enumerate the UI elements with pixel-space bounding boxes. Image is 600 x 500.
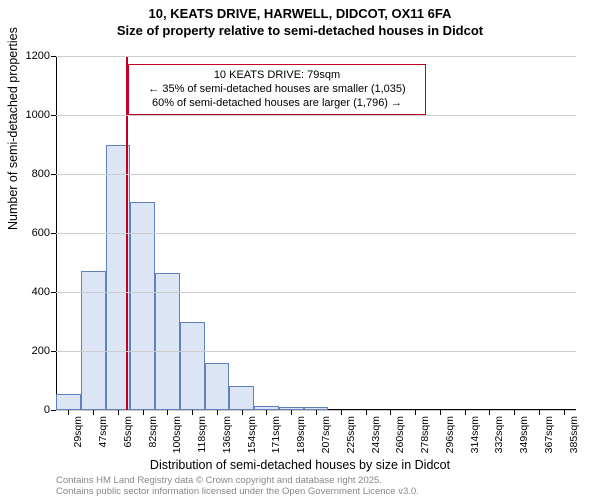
y-tick-label: 1000: [26, 109, 50, 121]
x-tick-mark: [68, 410, 69, 415]
x-tick-mark: [514, 410, 515, 415]
attribution-line2: Contains public sector information licen…: [56, 487, 419, 498]
x-tick-label: 332sqm: [493, 416, 505, 453]
y-tick-mark: [51, 174, 56, 175]
x-tick-mark: [118, 410, 119, 415]
annotation-line1: 10 KEATS DRIVE: 79sqm: [137, 69, 417, 83]
annotation-line2: ← 35% of semi-detached houses are smalle…: [137, 83, 417, 97]
x-tick-label: 171sqm: [270, 416, 282, 453]
x-tick-label: 207sqm: [320, 416, 332, 453]
x-tick-label: 154sqm: [246, 416, 258, 453]
y-tick-label: 400: [32, 286, 50, 298]
x-tick-mark: [217, 410, 218, 415]
y-tick-label: 200: [32, 345, 50, 357]
x-tick-label: 136sqm: [221, 416, 233, 453]
y-tick-mark: [51, 410, 56, 411]
x-tick-label: 47sqm: [97, 416, 109, 448]
plot-area: 10 KEATS DRIVE: 79sqm ← 35% of semi-deta…: [56, 56, 576, 410]
x-tick-label: 29sqm: [72, 416, 84, 448]
gridline: [56, 174, 576, 175]
histogram-bar: [155, 273, 180, 410]
gridline: [56, 292, 576, 293]
x-tick-label: 385sqm: [568, 416, 580, 453]
gridline: [56, 56, 576, 57]
x-tick-mark: [192, 410, 193, 415]
histogram-bar: [229, 386, 254, 410]
x-tick-mark: [266, 410, 267, 415]
gridline: [56, 233, 576, 234]
annotation-box: 10 KEATS DRIVE: 79sqm ← 35% of semi-deta…: [128, 64, 426, 115]
chart-title-line1: 10, KEATS DRIVE, HARWELL, DIDCOT, OX11 6…: [0, 6, 600, 23]
x-tick-label: 296sqm: [444, 416, 456, 453]
y-tick-mark: [51, 56, 56, 57]
x-tick-label: 260sqm: [394, 416, 406, 453]
x-tick-label: 367sqm: [543, 416, 555, 453]
y-axis-title: Number of semi-detached properties: [6, 27, 20, 230]
x-tick-label: 118sqm: [196, 416, 208, 453]
x-tick-mark: [366, 410, 367, 415]
x-tick-label: 100sqm: [171, 416, 183, 453]
y-tick-mark: [51, 292, 56, 293]
x-tick-mark: [539, 410, 540, 415]
x-tick-mark: [143, 410, 144, 415]
gridline: [56, 115, 576, 116]
y-tick-mark: [51, 351, 56, 352]
x-tick-label: 243sqm: [370, 416, 382, 453]
x-tick-mark: [415, 410, 416, 415]
x-axis-title: Distribution of semi-detached houses by …: [0, 458, 600, 472]
x-tick-label: 65sqm: [122, 416, 134, 448]
x-tick-mark: [390, 410, 391, 415]
x-tick-label: 82sqm: [147, 416, 159, 448]
x-tick-mark: [489, 410, 490, 415]
x-tick-label: 314sqm: [469, 416, 481, 453]
x-tick-label: 189sqm: [295, 416, 307, 453]
x-tick-mark: [291, 410, 292, 415]
x-tick-mark: [242, 410, 243, 415]
histogram-bar: [56, 394, 81, 410]
y-tick-label: 800: [32, 168, 50, 180]
x-tick-mark: [564, 410, 565, 415]
x-tick-mark: [316, 410, 317, 415]
gridline: [56, 351, 576, 352]
x-tick-mark: [465, 410, 466, 415]
x-tick-mark: [341, 410, 342, 415]
attribution-block: Contains HM Land Registry data © Crown c…: [56, 476, 419, 498]
x-tick-label: 225sqm: [345, 416, 357, 453]
y-tick-label: 600: [32, 227, 50, 239]
x-tick-label: 349sqm: [518, 416, 530, 453]
y-tick-label: 1200: [26, 50, 50, 62]
y-tick-mark: [51, 233, 56, 234]
annotation-line3: 60% of semi-detached houses are larger (…: [137, 97, 417, 111]
x-tick-mark: [167, 410, 168, 415]
chart-subtitle: Size of property relative to semi-detach…: [0, 23, 600, 40]
x-tick-mark: [440, 410, 441, 415]
x-tick-label: 278sqm: [419, 416, 431, 453]
chart-title-block: 10, KEATS DRIVE, HARWELL, DIDCOT, OX11 6…: [0, 0, 600, 40]
x-tick-mark: [93, 410, 94, 415]
histogram-bar: [180, 322, 205, 411]
y-tick-label: 0: [44, 404, 50, 416]
histogram-bar: [205, 363, 230, 410]
y-tick-mark: [51, 115, 56, 116]
